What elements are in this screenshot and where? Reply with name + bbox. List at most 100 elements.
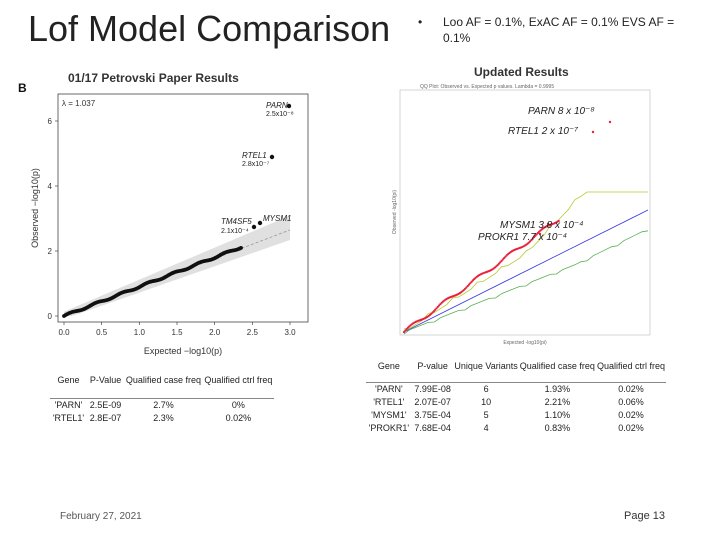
table-header-cell: Qualified ctrl freq	[595, 352, 666, 383]
qq-point	[466, 284, 469, 288]
qq-point	[503, 256, 506, 260]
y-tick-label: 2	[48, 247, 53, 256]
table-cell: 0.02%	[618, 383, 644, 394]
table-cell: 7.99E-08	[414, 383, 451, 394]
qq-point	[469, 282, 472, 285]
table-cell: 'PARN'	[374, 383, 403, 394]
gene-annotation-label: MYSM1 3.8 x 10⁻⁴	[500, 220, 584, 231]
table-cell: 2.07E-07	[414, 396, 451, 407]
table-cell: 2.21%	[544, 396, 571, 407]
x-tick-label: 1.5	[171, 328, 183, 337]
qq-point	[432, 310, 435, 313]
annotated-point	[269, 154, 275, 160]
qq-point	[531, 237, 534, 240]
y-tick-label: 0	[48, 312, 53, 321]
table-cell: 3.75E-04	[414, 409, 451, 420]
table-header-cell: Qualified case freq	[518, 352, 596, 383]
right-plot-title: QQ Plot: Observed vs. Expected p values.…	[420, 84, 554, 90]
table-row: 'RTEL1' 2.8E-07 2.3% 0.02%	[50, 412, 274, 425]
table-header-cell: Gene	[366, 352, 412, 383]
right-plot-frame	[399, 89, 651, 336]
table-cell: 2.3%	[153, 412, 174, 423]
table-cell: 0.83%	[544, 422, 571, 433]
gene-annotation-label: RTEL1	[242, 151, 267, 160]
table-row: 'PARN' 7.99E-08 6 1.93% 0.02%	[366, 382, 666, 396]
gene-annotation-label: RTEL1 2 x 10⁻⁷	[508, 126, 578, 137]
qq-point	[500, 259, 503, 263]
outlier-point	[538, 232, 542, 236]
bullet-marker: •	[418, 15, 423, 29]
annotated-point	[257, 220, 263, 226]
qq-point	[557, 219, 560, 223]
table-header-cell: Unique Variants	[453, 352, 519, 383]
left-y-axis-label: Observed −log10(p)	[30, 168, 40, 248]
gene-annotation-pvalue: 2.1x10⁻⁴	[221, 228, 249, 235]
footer-date: February 27, 2021	[60, 511, 142, 522]
table-header-cell: Qualified ctrl freq	[202, 364, 274, 399]
right-y-axis-label: Observed -log10(pi)	[392, 190, 398, 235]
x-tick-label: 0.0	[58, 328, 70, 337]
qq-point	[436, 305, 439, 308]
table-cell: 1.10%	[544, 409, 571, 420]
bullet-text: Loo AF = 0.1%, ExAC AF = 0.1% EVS AF = 0…	[443, 15, 675, 45]
table-header-cell: P-Value	[86, 364, 125, 399]
qq-point	[465, 286, 468, 289]
lower-ci-line	[403, 230, 649, 335]
gene-annotation-label: PROKR1 7.7 x 10⁻⁴	[478, 232, 567, 243]
qq-point	[434, 308, 437, 311]
x-tick-label: 2.5	[247, 328, 259, 337]
right-x-axis-label: Expected -log10(pi)	[503, 340, 547, 346]
footer-page-number: Page 13	[624, 510, 665, 522]
right-annotations: PARN 8 x 10⁻⁸ RTEL1 2 x 10⁻⁷ MYSM1 3.8 x 1…	[478, 106, 595, 243]
table-cell: 'MYSM1'	[371, 409, 407, 420]
x-tick-label: 0.5	[96, 328, 108, 337]
table-cell: 'RTEL1'	[52, 412, 85, 423]
table-cell: 10	[481, 396, 492, 407]
qq-point	[435, 307, 438, 310]
table-cell: 4	[483, 422, 489, 433]
table-cell: 0.02%	[618, 422, 644, 433]
table-cell: 2.5E-09	[89, 399, 122, 410]
table-cell: 0.02%	[225, 412, 252, 423]
table-header-cell: P-value	[411, 352, 454, 383]
left-lambda-label: λ = 1.037	[62, 99, 96, 108]
outlier-point	[591, 130, 595, 134]
table-cell: 'PROKR1'	[368, 422, 410, 433]
table-cell: 2.7%	[153, 399, 174, 410]
qq-point	[501, 258, 504, 261]
table-cell: 7.68E-04	[414, 422, 451, 433]
table-row: 'RTEL1' 2.07E-07 10 2.21% 0.06%	[366, 396, 666, 409]
table-header-cell: Gene	[50, 364, 87, 399]
qq-point	[239, 246, 243, 250]
qq-point	[404, 329, 407, 332]
table-cell: 2.8E-07	[89, 412, 122, 423]
left-subtitle: 01/17 Petrovski Paper Results	[68, 71, 239, 85]
table-row: 'MYSM1' 3.75E-04 5 1.10% 0.02%	[366, 409, 666, 422]
gene-annotation-pvalue: 2.8x10⁻⁷	[242, 161, 270, 168]
left-ci-band	[64, 215, 290, 316]
right-subtitle: Updated Results	[474, 65, 569, 79]
gene-annotation-label: PARN 8 x 10⁻⁸	[528, 106, 595, 117]
right-points	[402, 219, 560, 334]
left-y-ticks: 0 2 4 6	[48, 117, 58, 321]
qq-point	[402, 330, 406, 334]
qq-point	[532, 236, 536, 239]
left-results-table: Gene P-Value Qualified case freq Qualified …	[50, 364, 274, 425]
diagonal-line	[403, 209, 649, 333]
qq-point	[530, 238, 533, 242]
gene-annotation-label: PARN	[266, 101, 288, 110]
slide-title: Lof Model Comparison	[28, 8, 391, 49]
left-points	[62, 246, 243, 318]
qq-point	[535, 233, 538, 236]
right-outliers	[538, 120, 612, 236]
y-tick-label: 6	[48, 117, 53, 126]
left-plot-frame	[57, 93, 309, 323]
table-cell: 0%	[231, 399, 245, 410]
table-cell: 0.06%	[618, 396, 644, 407]
qq-point	[438, 304, 441, 307]
gene-annotation-label: MYSM1	[263, 214, 291, 223]
qq-point	[470, 280, 473, 283]
table-cell: 0.02%	[618, 409, 644, 420]
